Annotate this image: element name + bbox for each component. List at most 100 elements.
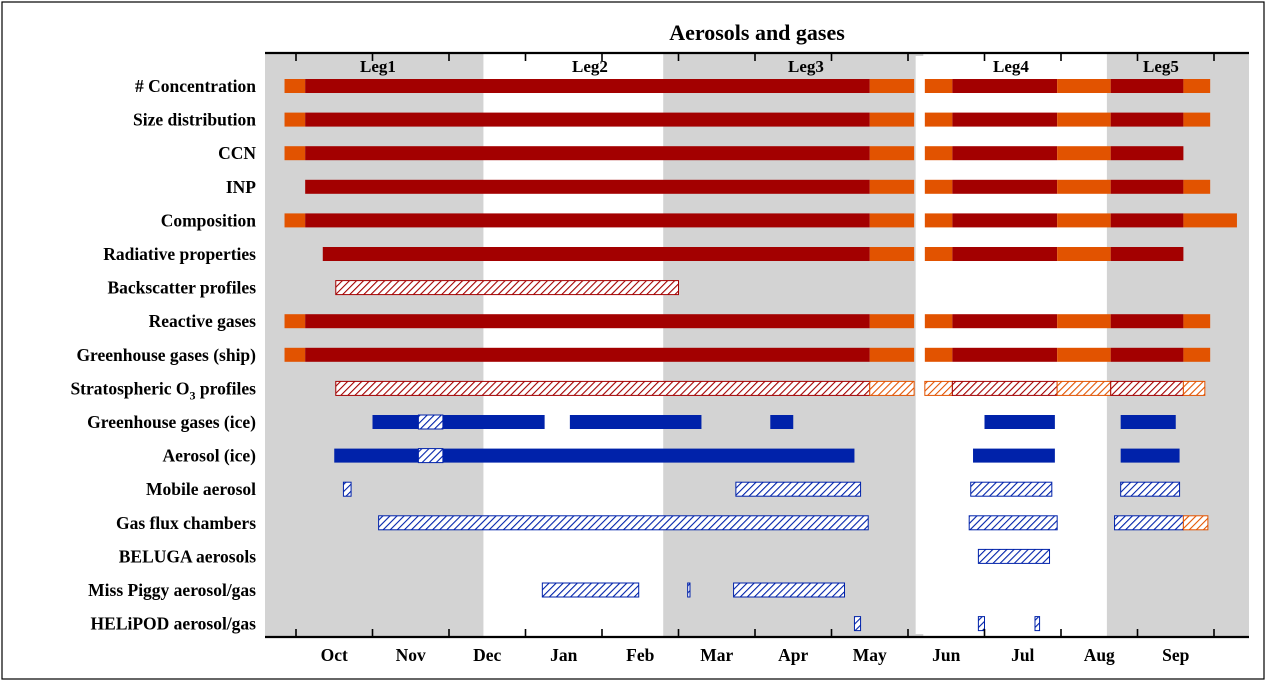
bar-row3-6 bbox=[1057, 146, 1111, 161]
bar-row9-4 bbox=[924, 347, 953, 362]
month-label-sep: Sep bbox=[1162, 645, 1190, 665]
row-label-8: Reactive gases bbox=[149, 311, 257, 331]
bar-row12-1 bbox=[334, 448, 419, 463]
leg-label-4: Leg4 bbox=[993, 57, 1029, 76]
bar-row6-4 bbox=[952, 247, 1058, 261]
bar-row8-1 bbox=[284, 314, 306, 329]
row-label-16: Miss Piggy aerosol/gas bbox=[88, 580, 256, 600]
bar-row3-3 bbox=[869, 146, 915, 161]
month-label-oct: Oct bbox=[321, 645, 348, 665]
bar-row2-4 bbox=[924, 112, 953, 127]
bar-row7-1 bbox=[335, 280, 679, 296]
bar-row12-4 bbox=[973, 448, 1055, 463]
bar-row11-3 bbox=[442, 415, 545, 429]
time-axes bbox=[265, 51, 1249, 639]
bar-row17-2 bbox=[977, 616, 986, 632]
bar-row9-7 bbox=[1110, 347, 1184, 362]
bar-row11-1 bbox=[372, 415, 419, 429]
leg-label-1: Leg1 bbox=[360, 57, 396, 76]
row-label-9: Greenhouse gases (ship) bbox=[76, 345, 256, 365]
bar-row9-1 bbox=[284, 347, 306, 362]
row-labels: # Concentration Size distribution CCN INP Co… bbox=[70, 76, 256, 634]
bar-row1-3 bbox=[869, 79, 915, 93]
bar-row2-3 bbox=[869, 112, 915, 127]
bar-row5-6 bbox=[1057, 213, 1111, 228]
bar-row16-2 bbox=[687, 582, 691, 598]
bar-row13-3 bbox=[970, 481, 1053, 497]
bar-row1-4 bbox=[924, 79, 953, 93]
bar-row5-3 bbox=[869, 213, 915, 228]
bar-row14-2 bbox=[968, 515, 1058, 531]
row-label-12: Aerosol (ice) bbox=[163, 446, 257, 466]
row-label-13: Mobile aerosol bbox=[146, 479, 256, 499]
bar-row10-1 bbox=[335, 380, 871, 396]
bar-row9-6 bbox=[1057, 347, 1111, 362]
bar-row10-5 bbox=[1056, 380, 1112, 396]
bar-row8-6 bbox=[1057, 314, 1111, 329]
bar-row2-7 bbox=[1110, 112, 1184, 127]
bar-row17-3 bbox=[1034, 616, 1041, 632]
bar-row12-5 bbox=[1120, 448, 1180, 463]
bar-row11-2 bbox=[417, 414, 444, 430]
bar-row13-2 bbox=[735, 481, 862, 497]
bar-row5-1 bbox=[284, 213, 306, 228]
bar-row4-2 bbox=[869, 179, 915, 194]
leg-label-2: Leg2 bbox=[572, 57, 608, 76]
bar-row8-3 bbox=[869, 314, 915, 329]
row-label-7: Backscatter profiles bbox=[107, 278, 256, 298]
month-label-may: May bbox=[853, 645, 887, 665]
row-label-10: Stratospheric O3 profiles bbox=[70, 378, 256, 402]
shaded-period-2 bbox=[663, 53, 924, 637]
bar-row2-8 bbox=[1183, 112, 1211, 127]
bar-row5-2 bbox=[305, 213, 870, 228]
bar-row9-5 bbox=[952, 347, 1058, 362]
leg-label-3: Leg3 bbox=[788, 57, 824, 76]
bar-row13-1 bbox=[342, 481, 352, 497]
bar-row8-5 bbox=[952, 314, 1058, 329]
row-label-17: HELiPOD aerosol/gas bbox=[91, 614, 257, 634]
bar-row4-7 bbox=[1183, 179, 1211, 194]
month-label-aug: Aug bbox=[1084, 645, 1115, 665]
instrument-bars bbox=[284, 79, 1237, 632]
bar-row6-1 bbox=[322, 247, 870, 261]
bar-row8-2 bbox=[305, 314, 870, 329]
bar-row10-4 bbox=[951, 380, 1058, 396]
bar-row16-1 bbox=[541, 582, 640, 598]
bar-row11-6 bbox=[984, 415, 1055, 429]
bar-row9-3 bbox=[869, 347, 915, 362]
bar-row8-7 bbox=[1110, 314, 1184, 329]
bar-row1-8 bbox=[1183, 79, 1211, 93]
bar-row8-4 bbox=[924, 314, 953, 329]
bar-row10-6 bbox=[1110, 380, 1184, 396]
bar-row14-3 bbox=[1114, 515, 1184, 531]
bar-row16-3 bbox=[733, 582, 846, 598]
bar-row5-8 bbox=[1183, 213, 1237, 228]
bar-row2-2 bbox=[305, 112, 870, 127]
bar-row14-4 bbox=[1182, 515, 1209, 531]
bar-row1-2 bbox=[305, 79, 870, 93]
row-label-6: Radiative properties bbox=[103, 244, 256, 264]
leg-shading bbox=[265, 53, 1249, 637]
row-label-3: CCN bbox=[218, 143, 256, 163]
bar-row11-7 bbox=[1120, 415, 1176, 429]
bar-row1-6 bbox=[1057, 79, 1111, 93]
month-label-apr: Apr bbox=[778, 645, 808, 665]
bar-row3-1 bbox=[284, 146, 306, 161]
month-label-mar: Mar bbox=[700, 645, 733, 665]
month-label-jul: Jul bbox=[1011, 645, 1034, 665]
bar-row6-3 bbox=[924, 247, 953, 261]
month-label-nov: Nov bbox=[396, 645, 426, 665]
leg-label-5: Leg5 bbox=[1143, 57, 1179, 76]
bar-row4-1 bbox=[305, 179, 870, 194]
bar-row6-5 bbox=[1057, 247, 1111, 261]
row-label-11: Greenhouse gases (ice) bbox=[87, 412, 256, 432]
bar-row3-2 bbox=[305, 146, 870, 161]
bar-row12-3 bbox=[442, 448, 855, 463]
bar-row2-6 bbox=[1057, 112, 1111, 127]
shaded-period-3 bbox=[1106, 53, 1249, 637]
chart-title: Aerosols and gases bbox=[669, 20, 845, 45]
row-label-1: # Concentration bbox=[135, 76, 256, 96]
bar-row4-4 bbox=[952, 179, 1058, 194]
